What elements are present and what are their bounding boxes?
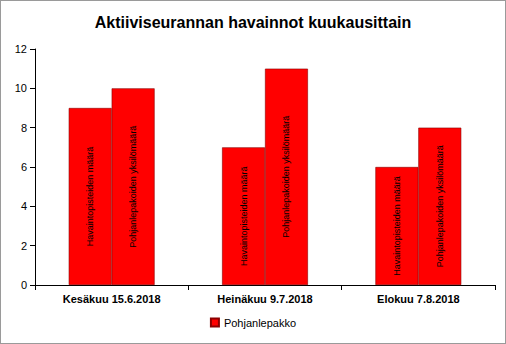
svg-text:Havaintopisteiden määrä: Havaintopisteiden määrä: [239, 166, 249, 266]
svg-text:Pohjanlepakoiden yksilömäärä: Pohjanlepakoiden yksilömäärä: [281, 116, 291, 238]
svg-text:0: 0: [21, 279, 27, 291]
svg-text:8: 8: [21, 122, 27, 134]
svg-text:Kesäkuu 15.6.2018: Kesäkuu 15.6.2018: [63, 293, 161, 305]
svg-text:2: 2: [21, 240, 27, 252]
svg-text:Aktiiviseurannan havainnot kuu: Aktiiviseurannan havainnot kuukausittain: [95, 14, 412, 31]
svg-text:4: 4: [21, 200, 27, 212]
svg-text:Elokuu 7.8.2018: Elokuu 7.8.2018: [377, 293, 460, 305]
svg-text:Heinäkuu 9.7.2018: Heinäkuu 9.7.2018: [217, 293, 312, 305]
svg-text:Pohjanlepakoiden yksilömäärä: Pohjanlepakoiden yksilömäärä: [128, 126, 138, 248]
svg-text:12: 12: [15, 43, 27, 55]
svg-text:Pohjanlepakoiden yksilömäärä: Pohjanlepakoiden yksilömäärä: [435, 145, 445, 267]
svg-text:6: 6: [21, 161, 27, 173]
svg-text:Havaintopisteiden määrä: Havaintopisteiden määrä: [85, 147, 95, 247]
svg-text:10: 10: [15, 82, 27, 94]
svg-text:Havaintopisteiden määrä: Havaintopisteiden määrä: [392, 176, 402, 276]
svg-text:Pohjanlepakko: Pohjanlepakko: [224, 317, 296, 329]
